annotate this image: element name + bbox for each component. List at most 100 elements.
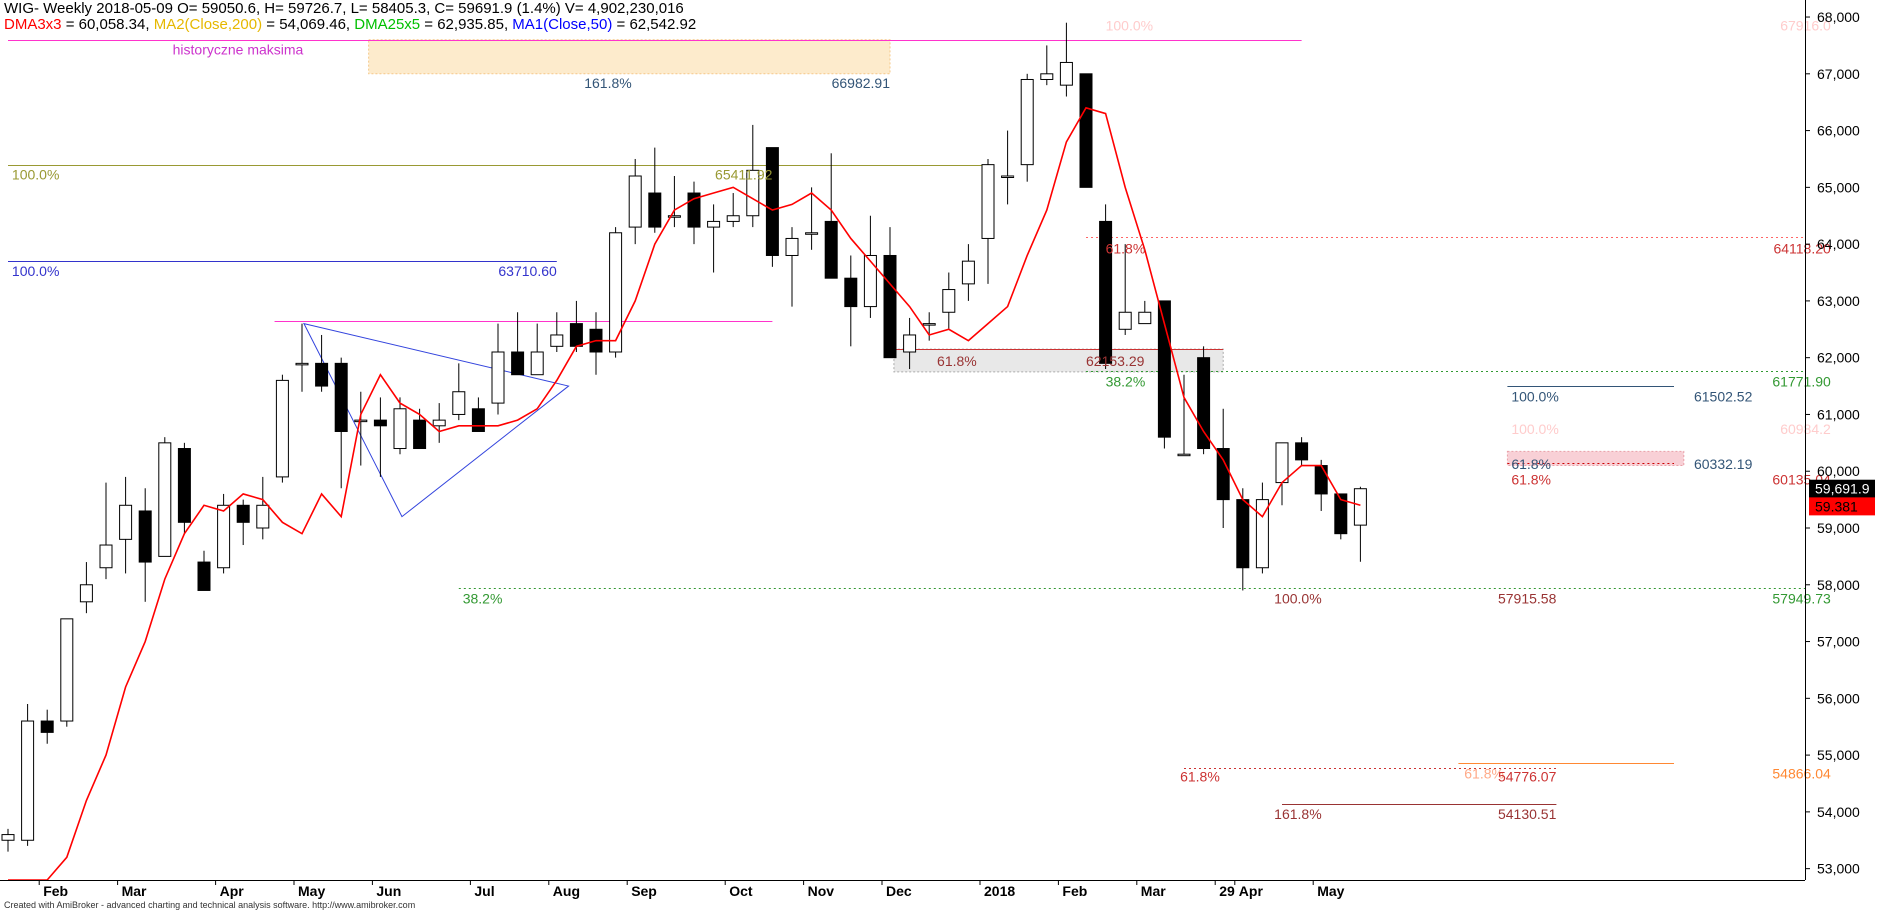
fib-label-28: 57949.73 xyxy=(1772,590,1831,606)
candle-body-66 xyxy=(1295,442,1309,461)
fib-label-27: 57915.58 xyxy=(1498,590,1557,606)
candle-body-25 xyxy=(491,351,505,404)
fib-label-11: 61.8% xyxy=(1106,241,1146,257)
candle-body-54 xyxy=(1059,61,1073,86)
x-tick-label-12: Feb xyxy=(1062,883,1087,899)
fib-label-8: 65411.92 xyxy=(715,166,773,182)
indicator-ma50-value: = 62,542.92 xyxy=(612,16,697,33)
y-tick-label-6: 59,000 xyxy=(1817,520,1860,536)
fib-label-23: 61.8% xyxy=(1511,472,1551,488)
fib-label-6: 66982.91 xyxy=(832,75,891,91)
dma-line xyxy=(8,106,1361,881)
y-tick-label-3: 56,000 xyxy=(1817,690,1860,706)
candle-body-52 xyxy=(1020,78,1034,166)
x-tick-label-8: Oct xyxy=(729,883,753,899)
candle-body-61 xyxy=(1197,357,1211,450)
candle-body-16 xyxy=(315,362,329,387)
candle-body-22 xyxy=(432,419,446,427)
candle-body-13 xyxy=(256,504,270,529)
x-tick-label-1: Mar xyxy=(122,883,147,899)
fib-label-34: 54130.51 xyxy=(1498,806,1557,822)
fib-label-14: 62153.29 xyxy=(1086,353,1145,369)
candle-body-57 xyxy=(1118,311,1132,330)
header-quote: WIG- Weekly 2018-05-09 O= 59050.6, H= 59… xyxy=(4,0,684,17)
x-tick-label-7: Sep xyxy=(631,883,657,899)
candle-body-53 xyxy=(1040,73,1054,80)
x-tick-label-16: May xyxy=(1317,883,1344,899)
y-tick-label-10: 63,000 xyxy=(1817,293,1860,309)
fib-label-22: 60332.19 xyxy=(1694,456,1753,472)
fib-label-10: 63710.60 xyxy=(498,263,557,279)
candle-body-3 xyxy=(60,618,74,722)
y-tick-label-0: 53,000 xyxy=(1817,861,1860,877)
candle-body-64 xyxy=(1255,499,1269,569)
candle-body-48 xyxy=(942,289,956,313)
candle-body-32 xyxy=(628,175,642,228)
candle-body-51 xyxy=(1001,175,1015,178)
x-tick-label-9: Nov xyxy=(808,883,835,899)
candle-body-31 xyxy=(609,232,623,353)
y-tick-label-8: 61,000 xyxy=(1817,406,1860,422)
header-indicators: DMA3x3 = 60,058.34, MA2(Close,200) = 54,… xyxy=(4,16,696,34)
candle-body-55 xyxy=(1079,73,1093,188)
indicator-dma25x5-value: = 62,935.85, xyxy=(420,16,513,33)
y-tick-label-4: 57,000 xyxy=(1817,634,1860,650)
candle-body-38 xyxy=(746,169,760,217)
candle-body-17 xyxy=(334,362,348,432)
candle-body-0 xyxy=(1,834,15,841)
fib-label-17: 100.0% xyxy=(1511,388,1558,404)
candle-body-15 xyxy=(295,362,309,366)
candle-body-69 xyxy=(1353,488,1367,526)
y-tick-label-9: 62,000 xyxy=(1817,350,1860,366)
x-tick-label-15: Apr xyxy=(1239,883,1264,899)
zone-0 xyxy=(368,39,891,75)
y-tick-label-7: 60,000 xyxy=(1817,463,1860,479)
candle-body-27 xyxy=(530,351,544,376)
candle-body-65 xyxy=(1275,442,1289,484)
candle-body-5 xyxy=(99,544,113,569)
candle-body-7 xyxy=(138,510,152,563)
candle-body-49 xyxy=(961,260,975,285)
y-tick-label-13: 66,000 xyxy=(1817,123,1860,139)
candle-body-39 xyxy=(765,147,779,256)
candle-body-50 xyxy=(981,164,995,239)
candle-body-11 xyxy=(217,504,231,569)
candle-body-21 xyxy=(413,419,427,450)
fib-label-15: 38.2% xyxy=(1106,374,1146,390)
last-price-tag-label: 59,691.9 xyxy=(1815,481,1870,497)
y-tick-label-12: 65,000 xyxy=(1817,179,1860,195)
fib-label-30: 61.8% xyxy=(1464,765,1504,781)
zone-2 xyxy=(1506,450,1685,467)
candle-body-58 xyxy=(1138,311,1152,325)
x-tick-label-14: 29 xyxy=(1219,883,1235,899)
candle-body-35 xyxy=(687,192,701,228)
candle-body-10 xyxy=(197,561,211,591)
x-tick-label-11: 2018 xyxy=(984,883,1015,899)
candle-body-20 xyxy=(393,408,407,450)
x-tick-label-0: Feb xyxy=(43,883,68,899)
candle-body-2 xyxy=(40,720,54,733)
candle-body-44 xyxy=(863,254,877,308)
x-tick-label-13: Mar xyxy=(1141,883,1166,899)
x-tick-label-4: Jun xyxy=(376,883,401,899)
candle-body-8 xyxy=(158,442,172,557)
candle-body-45 xyxy=(883,254,897,359)
triangle-pattern xyxy=(303,322,570,518)
fib-label-25: 38.2% xyxy=(463,590,503,606)
candle-body-26 xyxy=(511,351,525,376)
candle-body-41 xyxy=(805,232,819,235)
candle-body-36 xyxy=(707,220,721,228)
indicator-ma200-name: MA2(Close,200) xyxy=(153,16,263,33)
candle-body-40 xyxy=(785,237,799,256)
fib-label-4: historyczne maksima xyxy=(173,41,304,57)
indicator-dma3x3-name: DMA3x3 xyxy=(4,16,62,33)
candle-body-68 xyxy=(1334,493,1348,535)
candle-body-14 xyxy=(275,379,289,478)
y-tick-label-2: 55,000 xyxy=(1817,747,1860,763)
candle-body-6 xyxy=(119,504,133,540)
y-tick-label-11: 64,000 xyxy=(1817,236,1860,252)
candle-body-37 xyxy=(726,215,740,222)
candle-body-43 xyxy=(844,277,858,308)
